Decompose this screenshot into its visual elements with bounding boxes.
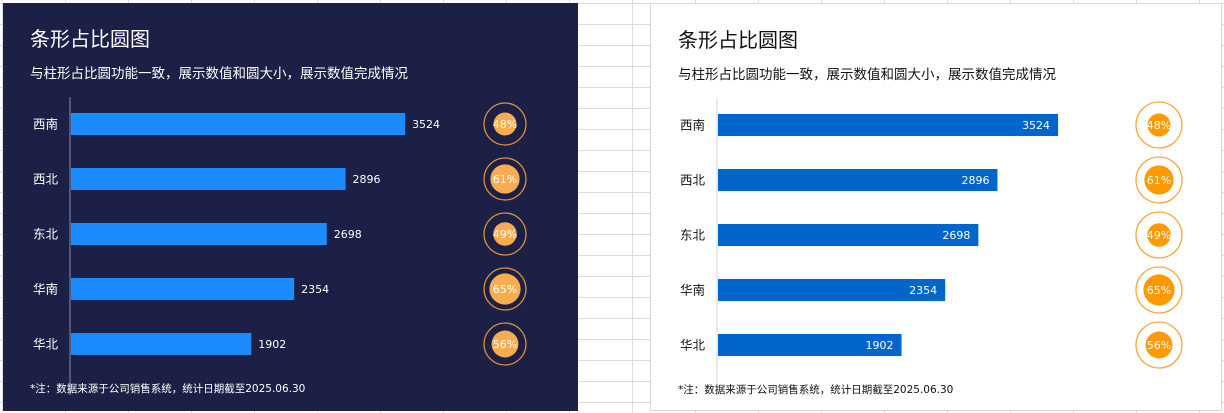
percent-label: 65% xyxy=(493,283,517,296)
percent-circle xyxy=(490,164,520,194)
percent-circle xyxy=(1144,165,1174,195)
bar xyxy=(718,169,998,191)
percent-ring xyxy=(1135,156,1183,204)
percent-circle xyxy=(1147,113,1171,137)
percent-label: 61% xyxy=(1147,174,1171,187)
category-label: 西北 xyxy=(680,173,706,188)
percent-ring xyxy=(1135,266,1183,314)
data-label: 3524 xyxy=(1022,119,1050,132)
percent-label: 48% xyxy=(1147,119,1171,132)
category-label: 东北 xyxy=(33,227,59,242)
chart-plot: 西南 3524 48% 西北 2896 61% 东北 2698 49% 华南 2354 65% 华北 19… xyxy=(33,97,527,395)
percent-label: 61% xyxy=(493,173,517,186)
category-label: 东北 xyxy=(680,228,706,243)
percent-circle xyxy=(1145,331,1173,359)
percent-label: 49% xyxy=(1147,229,1171,242)
data-label: 2698 xyxy=(942,229,970,242)
chart-subtitle: 与柱形占比圆功能一致，展示数值和圆大小，展示数值完成情况 xyxy=(678,67,1056,83)
chart-plot: 西南 3524 48% 西北 2896 61% 东北 2698 49% 华南 2354 65% 华北 19… xyxy=(680,98,1183,396)
percent-circle xyxy=(491,330,519,358)
percent-ring xyxy=(483,212,527,256)
percent-circle xyxy=(493,112,517,136)
bar xyxy=(718,334,902,356)
bar xyxy=(718,114,1059,136)
bar xyxy=(71,333,252,355)
percent-label: 56% xyxy=(1147,339,1171,352)
percent-label: 49% xyxy=(493,228,517,241)
category-label: 西南 xyxy=(680,118,705,133)
percent-ring xyxy=(483,322,527,366)
percent-circle xyxy=(1147,223,1171,247)
percent-circle xyxy=(1143,274,1175,306)
bar xyxy=(71,278,295,300)
chart-title: 条形占比圆图 xyxy=(30,27,150,51)
percent-ring xyxy=(1135,101,1183,149)
data-label: 2354 xyxy=(909,284,937,297)
percent-ring xyxy=(1135,211,1183,259)
bar xyxy=(718,224,979,246)
category-label: 西南 xyxy=(33,117,58,132)
data-label: 2698 xyxy=(334,228,362,241)
category-label: 华北 xyxy=(33,337,59,352)
category-label: 西北 xyxy=(33,172,59,187)
data-label: 1902 xyxy=(866,339,894,352)
bar xyxy=(718,279,946,301)
chart-title: 条形占比圆图 xyxy=(678,28,798,52)
percent-ring xyxy=(1135,321,1183,369)
percent-label: 48% xyxy=(493,118,517,131)
light-chart-card: 条形占比圆图 与柱形占比圆功能一致，展示数值和圆大小，展示数值完成情况 西南 35… xyxy=(650,3,1222,411)
bar xyxy=(71,168,346,190)
data-label: 3524 xyxy=(412,118,440,131)
percent-ring xyxy=(483,157,527,201)
data-label: 2354 xyxy=(301,283,329,296)
percent-label: 56% xyxy=(493,338,517,351)
data-label: 2896 xyxy=(353,173,381,186)
chart-footnote: *注：数据来源于公司销售系统，统计日期截至2025.06.30 xyxy=(678,384,954,396)
percent-ring xyxy=(483,267,527,311)
category-label: 华南 xyxy=(680,283,705,298)
category-label: 华南 xyxy=(33,282,58,297)
percent-circle xyxy=(493,222,517,246)
percent-label: 65% xyxy=(1147,284,1171,297)
chart-subtitle: 与柱形占比圆功能一致，展示数值和圆大小，展示数值完成情况 xyxy=(30,66,408,82)
bar xyxy=(71,223,327,245)
data-label: 2896 xyxy=(961,174,989,187)
dark-chart-card: 条形占比圆图 与柱形占比圆功能一致，展示数值和圆大小，展示数值完成情况 西南 35… xyxy=(3,3,578,411)
bar xyxy=(71,113,406,135)
category-label: 华北 xyxy=(680,338,706,353)
percent-ring xyxy=(483,102,527,146)
chart-footnote: *注：数据来源于公司销售系统，统计日期截至2025.06.30 xyxy=(30,383,306,395)
percent-circle xyxy=(489,273,521,305)
data-label: 1902 xyxy=(258,338,286,351)
